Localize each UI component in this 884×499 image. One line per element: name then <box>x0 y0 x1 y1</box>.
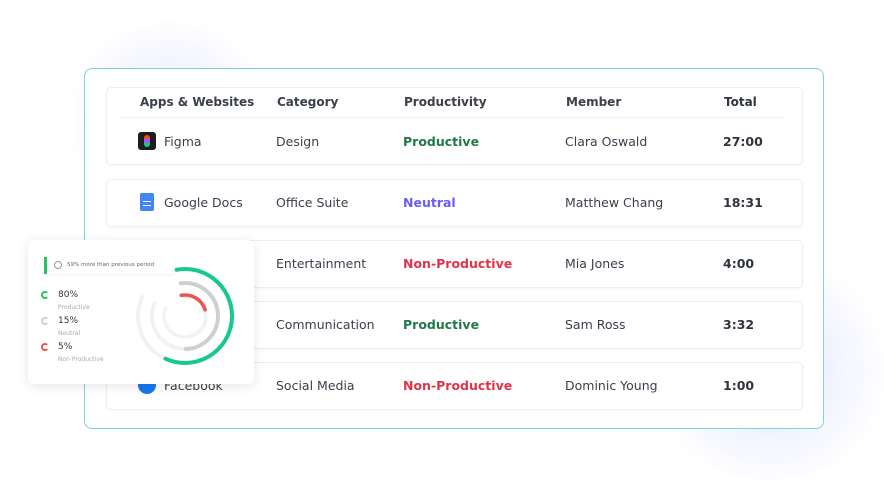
neutral-icon <box>41 317 49 325</box>
header-productivity: Productivity <box>404 95 487 109</box>
header-apps: Apps & Websites <box>140 95 255 109</box>
table-header-card: Apps & Websites Category Productivity Membe… <box>106 87 803 165</box>
table-row[interactable]: Entertainment Non-Productive Mia Jones 4:00 <box>106 256 803 272</box>
header-category: Category <box>277 95 339 109</box>
divider <box>119 117 784 118</box>
cell-app: Figma <box>164 134 202 149</box>
radial-arc-non-productive <box>179 293 207 312</box>
cell-member: Matthew Chang <box>565 195 664 210</box>
cell-productivity: Neutral <box>403 195 456 210</box>
productive-icon <box>41 291 49 299</box>
cell-member: Sam Ross <box>565 317 626 332</box>
cell-app: Google Docs <box>164 195 243 210</box>
productive-label: Productive <box>58 304 90 311</box>
header-total: Total <box>724 95 757 109</box>
cell-total: 18:31 <box>723 195 763 210</box>
table-row[interactable]: Figma Design Productive Clara Oswald 27:00 <box>106 132 803 150</box>
non-productive-label: Non Productive <box>58 356 104 363</box>
cell-total: 3:32 <box>723 317 755 332</box>
header-member: Member <box>566 95 622 109</box>
table-row[interactable]: Google Docs Office Suite Neutral Matthew Ch… <box>106 193 803 211</box>
productive-value: 80% <box>58 290 79 300</box>
cell-category: Communication <box>276 317 375 332</box>
cell-productivity: Non-Productive <box>403 378 513 393</box>
productivity-summary-card: 59% more than previous period 80% Produc… <box>28 240 254 384</box>
neutral-value: 15% <box>58 316 79 326</box>
cell-member: Dominic Young <box>565 378 658 393</box>
comparison-note: 59% more than previous period <box>44 257 174 274</box>
cell-category: Design <box>276 134 320 149</box>
cell-category: Social Media <box>276 378 355 393</box>
table-row[interactable]: Communication Productive Sam Ross 3:32 <box>106 317 803 333</box>
non-productive-value: 5% <box>58 342 73 352</box>
neutral-label: Neutral <box>58 330 81 337</box>
cell-total: 1:00 <box>723 378 755 393</box>
radial-arc-neutral <box>178 281 220 351</box>
cell-total: 4:00 <box>723 256 755 271</box>
productivity-radial-chart <box>136 267 234 365</box>
cell-member: Mia Jones <box>565 256 625 271</box>
cell-productivity: Productive <box>403 317 480 332</box>
cell-productivity: Productive <box>403 134 480 149</box>
cell-category: Entertainment <box>276 256 367 271</box>
table-row-card <box>106 179 803 227</box>
cell-productivity: Non-Productive <box>403 256 513 271</box>
cell-member: Clara Oswald <box>565 134 648 149</box>
info-icon <box>54 261 62 269</box>
non-productive-icon <box>41 343 49 351</box>
radial-arc-productive <box>163 267 234 365</box>
cell-category: Office Suite <box>276 195 349 210</box>
cell-total: 27:00 <box>723 134 763 149</box>
